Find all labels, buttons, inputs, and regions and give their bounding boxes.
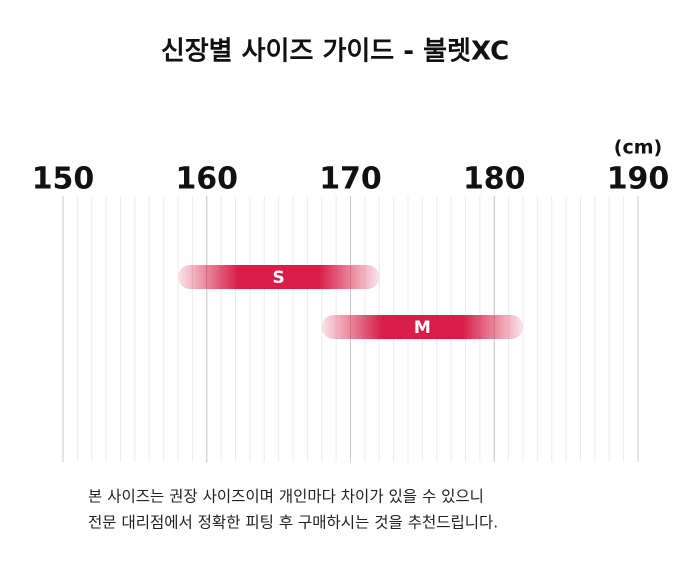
x-unit: (cm) [614, 137, 662, 159]
bar-label: M [414, 318, 431, 338]
bar-label: S [273, 268, 285, 288]
x-tick-label: 190 [607, 162, 670, 197]
x-tick-label: 150 [32, 162, 95, 197]
note-line: 본 사이즈는 권장 사이즈이며 개인마다 차이가 있을 수 있으니 [88, 488, 484, 506]
chart-title: 신장별 사이즈 가이드 - 불렛XC [161, 37, 509, 67]
range-bar [321, 315, 523, 339]
x-tick-label: 180 [463, 162, 526, 197]
range-bar [178, 265, 380, 289]
note-line: 전문 대리점에서 정확한 피팅 후 구매하시는 것을 추천드립니다. [88, 514, 498, 532]
x-tick-label: 160 [175, 162, 238, 197]
x-tick-label: 170 [319, 162, 382, 197]
